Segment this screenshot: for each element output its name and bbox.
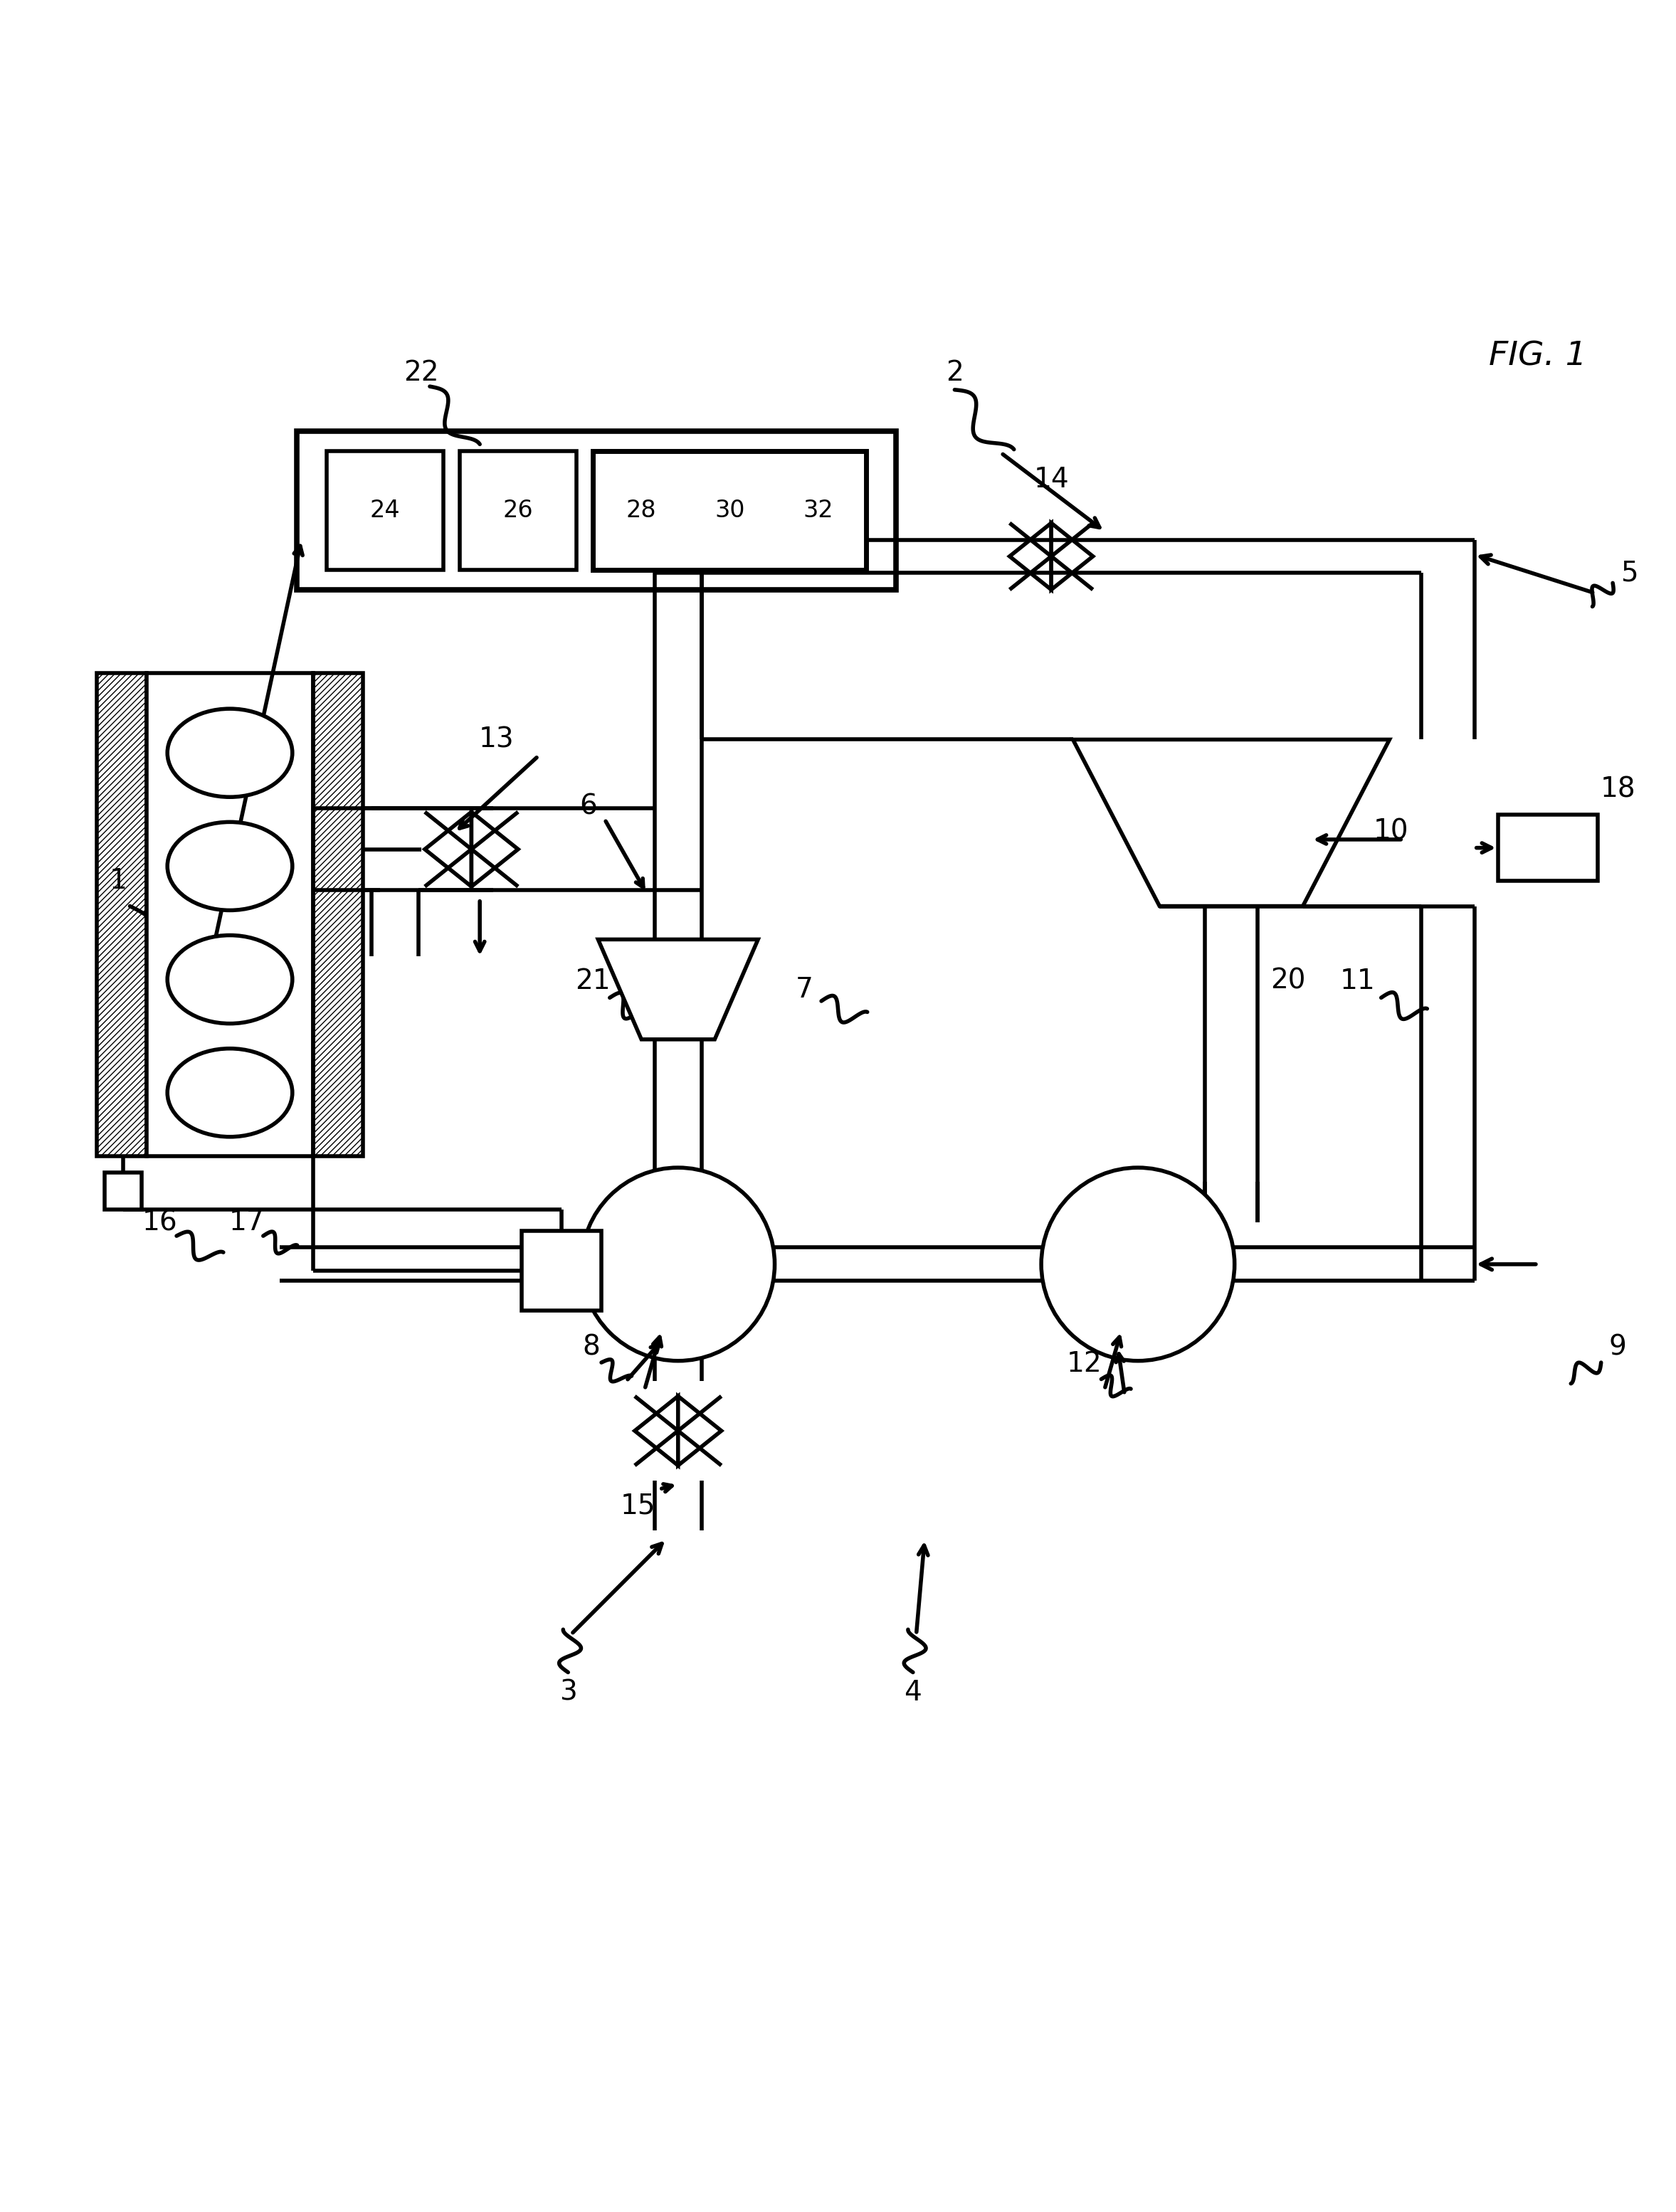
Text: W: W [548,1259,575,1283]
FancyBboxPatch shape [521,1230,602,1312]
Text: 26: 26 [503,498,533,522]
Circle shape [1041,1168,1235,1360]
Text: 6: 6 [580,792,597,821]
FancyBboxPatch shape [593,451,866,571]
Text: FIG. 1: FIG. 1 [1488,341,1587,372]
Text: 32: 32 [803,498,833,522]
Polygon shape [424,812,471,887]
Text: 1: 1 [109,867,127,894]
Text: 10: 10 [1374,818,1410,845]
Text: 30: 30 [714,498,744,522]
Polygon shape [598,940,758,1040]
Text: 14: 14 [1034,467,1069,493]
Text: 20: 20 [1270,967,1306,995]
Text: 22: 22 [404,361,439,387]
Polygon shape [679,1396,721,1464]
Ellipse shape [168,1048,292,1137]
Ellipse shape [168,936,292,1024]
Text: 11: 11 [1341,967,1376,995]
FancyBboxPatch shape [106,1172,141,1210]
Text: 7: 7 [796,975,813,1002]
Polygon shape [1051,522,1093,591]
Text: 12: 12 [1068,1352,1103,1378]
Text: 15: 15 [620,1493,655,1520]
Polygon shape [635,1396,679,1464]
FancyBboxPatch shape [297,431,897,591]
Text: 18: 18 [1601,776,1636,803]
Text: 8: 8 [583,1334,600,1360]
Text: 17: 17 [230,1210,265,1237]
Text: 9: 9 [1609,1334,1627,1360]
Text: 21: 21 [575,967,610,995]
Polygon shape [1009,522,1051,591]
FancyBboxPatch shape [146,672,313,1157]
Polygon shape [471,812,518,887]
Text: 4: 4 [903,1679,922,1705]
FancyBboxPatch shape [327,451,442,571]
Text: 3: 3 [560,1679,577,1705]
FancyBboxPatch shape [459,451,577,571]
Polygon shape [1073,739,1389,907]
FancyBboxPatch shape [1498,814,1597,880]
Text: 16: 16 [142,1210,178,1237]
Text: 28: 28 [625,498,655,522]
Ellipse shape [168,708,292,796]
Text: 18: 18 [1534,836,1562,858]
Text: 24: 24 [370,498,401,522]
Ellipse shape [168,823,292,911]
Text: 5: 5 [1621,560,1637,586]
Circle shape [582,1168,774,1360]
Text: 13: 13 [479,726,515,752]
Text: 2: 2 [945,361,964,387]
